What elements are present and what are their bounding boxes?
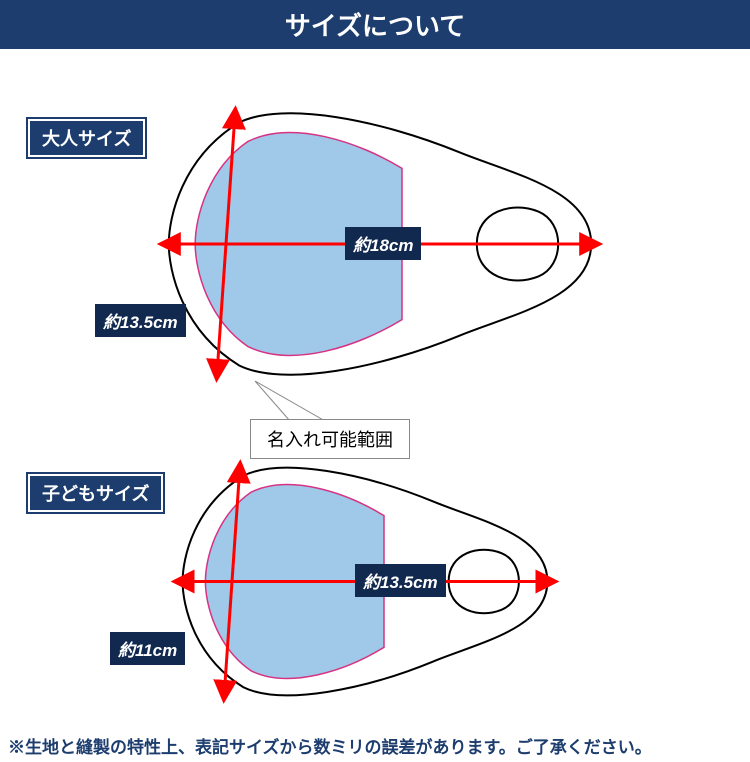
child-width-label: 約13.5cm: [355, 564, 446, 597]
footnote: ※生地と縫製の特性上、表記サイズから数ミリの誤差があります。ご了承ください。: [0, 729, 750, 762]
header-title: サイズについて: [285, 11, 465, 41]
child-height-label: 約11cm: [110, 632, 185, 665]
child-size-label: 子どもサイズ: [28, 474, 163, 512]
header-bar: サイズについて: [0, 0, 750, 49]
print-area-label: 名入れ可能範囲: [250, 419, 410, 459]
diagram-area: 大人サイズ 約18cm 約13.5cm 名入れ可能範囲 子どもサイズ 約13.5…: [0, 49, 750, 729]
